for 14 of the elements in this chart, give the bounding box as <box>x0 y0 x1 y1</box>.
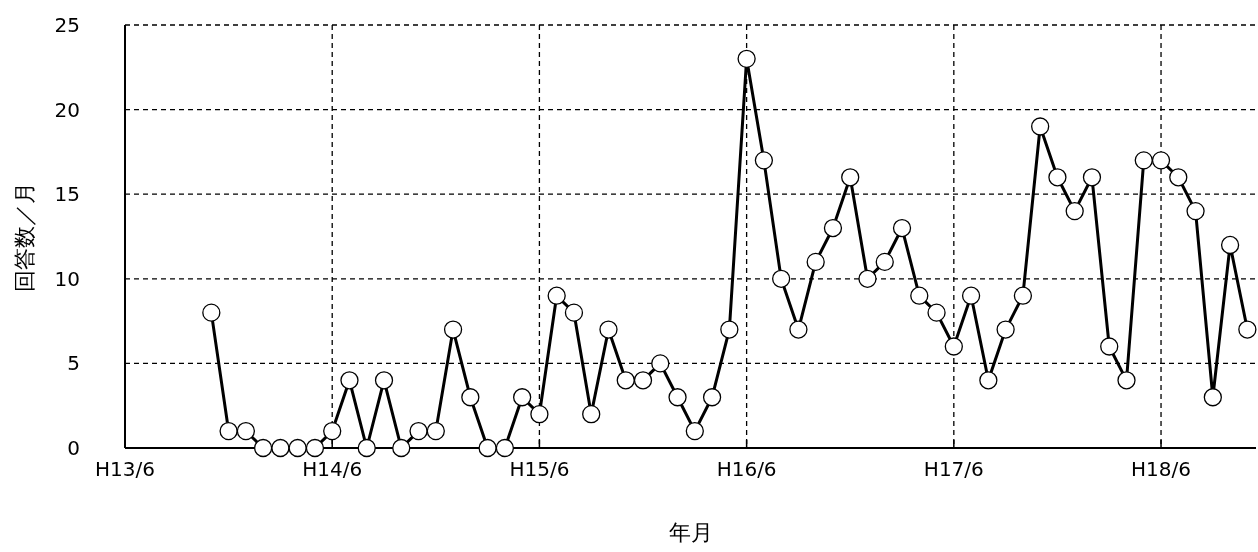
y-tick-label: 0 <box>67 436 80 460</box>
y-tick-label: 5 <box>67 351 80 376</box>
y-tick-label: 15 <box>54 182 80 207</box>
x-tick-label: H16/6 <box>716 457 777 481</box>
x-tick-label: H13/6 <box>95 457 155 481</box>
x-axis-title: 年月 <box>668 520 713 545</box>
y-tick-label: 10 <box>54 266 80 291</box>
y-tick-label: 25 <box>54 13 80 37</box>
x-tick-label: H15/6 <box>509 457 570 481</box>
x-tick-label: H17/6 <box>923 457 984 481</box>
x-tick-label: H14/6 <box>302 457 363 481</box>
y-tick-label: 20 <box>54 97 80 122</box>
y-axis-title: 回答数／月 <box>12 181 37 292</box>
x-tick-label: H18/6 <box>1131 457 1192 481</box>
